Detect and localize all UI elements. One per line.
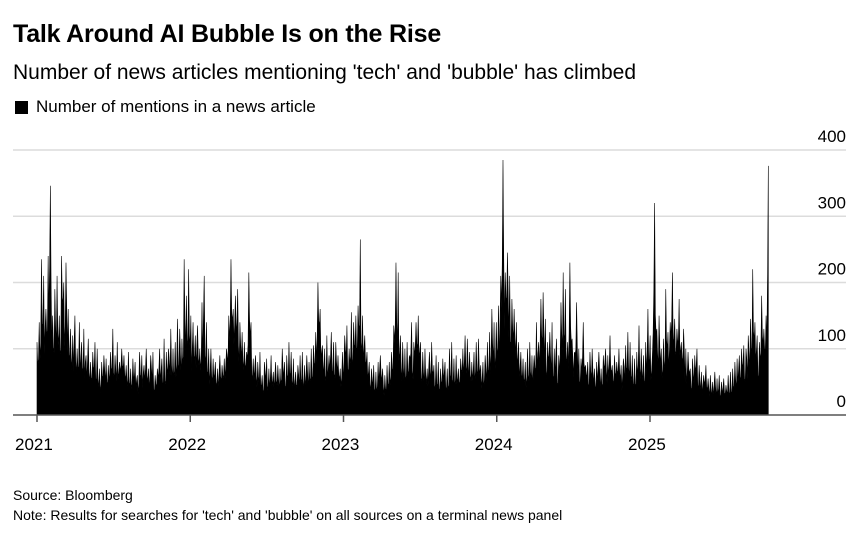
y-axis: 0 100 200 300 400 xyxy=(818,127,846,411)
x-tick-label: 2022 xyxy=(168,435,206,454)
series-area-path xyxy=(36,159,769,416)
chart-subtitle: Number of news articles mentioning 'tech… xyxy=(13,61,637,84)
legend: Number of mentions in a news article xyxy=(15,97,316,117)
chart-title: Talk Around AI Bubble Is on the Rise xyxy=(13,20,442,48)
x-tick-label: 2023 xyxy=(322,435,360,454)
y-tick-label: 100 xyxy=(818,326,846,345)
x-tick-label: 2025 xyxy=(628,435,666,454)
x-tick-label: 2024 xyxy=(475,435,513,454)
legend-swatch xyxy=(15,100,28,114)
methodology-note: Note: Results for searches for 'tech' an… xyxy=(13,507,563,523)
source-note: Source: Bloomberg xyxy=(13,487,133,503)
y-tick-label: 300 xyxy=(818,193,846,212)
x-axis: 2021 2022 2023 2024 2025 xyxy=(13,414,846,454)
legend-label: Number of mentions in a news article xyxy=(36,97,316,116)
y-tick-label: 400 xyxy=(818,127,846,146)
series-area xyxy=(36,159,769,416)
gridlines xyxy=(13,149,846,350)
y-tick-label: 0 xyxy=(837,392,846,411)
x-tick-label: 2021 xyxy=(15,435,53,454)
y-tick-label: 200 xyxy=(818,260,846,279)
